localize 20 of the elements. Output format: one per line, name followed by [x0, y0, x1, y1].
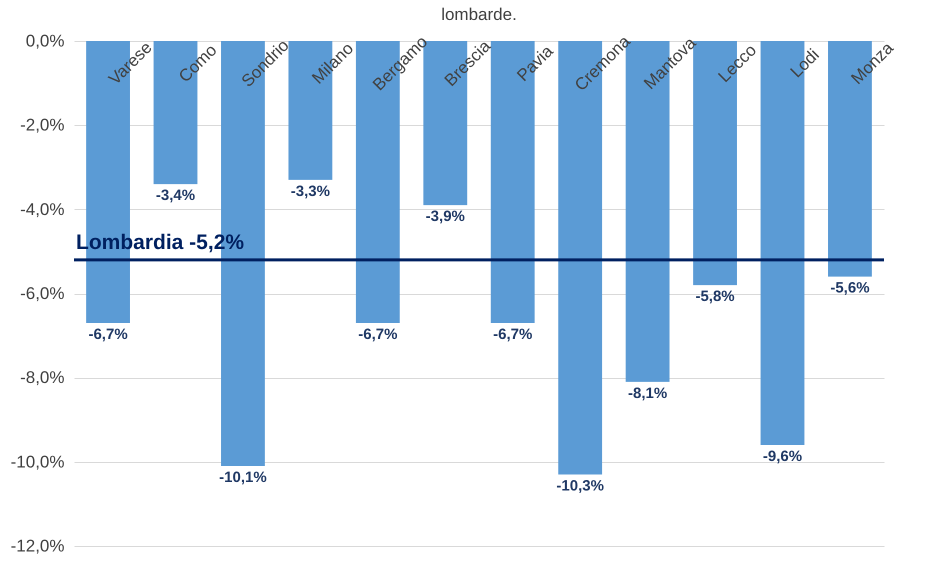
data-label: -10,3% — [556, 477, 604, 494]
y-tick-label: -2,0% — [20, 116, 64, 135]
data-label: -3,4% — [156, 187, 196, 204]
y-tick-label: -10,0% — [10, 452, 64, 472]
y-tick-label: -6,0% — [20, 284, 64, 303]
y-tick-label: -4,0% — [20, 200, 64, 219]
data-label: -5,6% — [830, 280, 870, 297]
y-tick-label: -12,0% — [10, 536, 64, 556]
data-label: -3,9% — [426, 208, 465, 226]
data-label: -10,1% — [219, 469, 267, 486]
data-label: -5,8% — [695, 288, 735, 306]
data-label: -6,7% — [88, 326, 128, 343]
data-label: -6,7% — [358, 326, 398, 343]
data-label: -9,6% — [762, 448, 802, 465]
data-label: -3,3% — [290, 182, 330, 200]
data-label: -8,1% — [628, 384, 668, 402]
data-label: -6,7% — [493, 326, 532, 343]
y-tick-label: -8,0% — [20, 368, 64, 388]
chart-title: lombarde. — [441, 5, 517, 24]
y-tick-label: 0,0% — [26, 32, 64, 50]
